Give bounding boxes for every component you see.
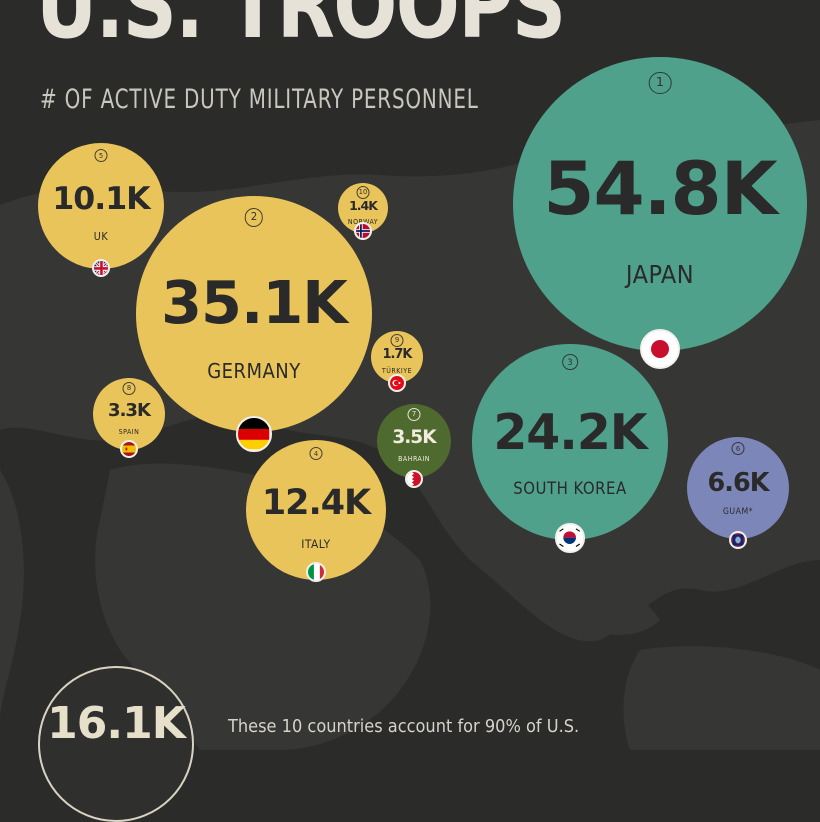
bubble-uk: 5 10.1K UK	[37, 142, 165, 270]
country-label: JAPAN	[625, 259, 695, 289]
rank-badge: 4	[309, 447, 323, 461]
footnote-text: These 10 countries account for 90% of U.…	[228, 716, 580, 737]
rank-badge: 9	[390, 333, 404, 347]
rank-badge: 6	[731, 442, 745, 456]
rank-badge: 8	[122, 381, 136, 395]
bubble-italy: 4 12.4K ITALY	[246, 440, 386, 580]
troop-count-label: 35.1K	[161, 268, 348, 338]
country-label: SPAIN	[118, 427, 140, 436]
bahrain-flag-icon	[405, 470, 423, 488]
page-subtitle: # OF ACTIVE DUTY MILITARY PERSONNEL	[40, 84, 479, 115]
country-label: UK	[93, 229, 109, 243]
troop-count-label: 3.3K	[108, 399, 151, 421]
troop-count-label: 1.4K	[349, 198, 378, 214]
rank-badge: 10	[356, 185, 370, 199]
total-value: 16.1K	[47, 698, 186, 749]
bubble-spain: 8 3.3K SPAIN	[92, 377, 166, 451]
landmass-australia	[623, 646, 820, 750]
rank-badge: 2	[244, 208, 264, 227]
country-label: NORWAY	[338, 218, 388, 226]
troop-count-label: 12.4K	[261, 482, 371, 523]
germany-flag-icon	[236, 416, 272, 452]
bubble-bahrain: 7 3.5K BAHRAIN	[376, 403, 452, 479]
landmass-americas	[0, 470, 24, 720]
italy-flag-icon	[305, 561, 327, 583]
bubble-guam: 6 6.6K GUAM*	[686, 436, 789, 539]
troop-count-label: 6.6K	[707, 468, 770, 499]
country-label: SOUTH KOREA	[513, 479, 627, 499]
guam-flag-icon	[729, 531, 747, 549]
country-label: GUAM*	[722, 507, 754, 518]
page-title: U.S. TROOPS	[36, 0, 566, 59]
total-bubble: 16.1K	[38, 666, 194, 822]
rank-badge: 1	[648, 71, 672, 95]
spain-flag-icon	[120, 440, 138, 458]
norway-flag-icon	[354, 222, 372, 240]
country-label: ITALY	[301, 536, 331, 551]
troop-count-label: 10.1K	[52, 181, 150, 218]
landmass-southeast-asia	[560, 560, 660, 635]
bubble-south-korea: 3 24.2K SOUTH KOREA	[472, 344, 668, 540]
troop-count-label: 24.2K	[493, 403, 647, 461]
country-label: BAHRAIN	[398, 455, 430, 464]
country-label: TÜRKIYE	[381, 366, 413, 375]
japan-flag-icon	[640, 329, 680, 369]
bubble-japan: 1 54.8K JAPAN	[513, 57, 807, 351]
bubble-germany: 2 35.1K GERMANY	[136, 196, 372, 432]
uk-flag-icon	[91, 258, 111, 278]
troop-count-label: 1.7K	[382, 346, 413, 362]
rank-badge: 5	[94, 149, 108, 163]
country-label: GERMANY	[207, 358, 301, 383]
turkiye-flag-icon	[388, 374, 406, 392]
southkorea-flag-icon	[555, 523, 585, 553]
troop-count-label: 3.5K	[392, 426, 436, 448]
troop-count-label: 54.8K	[543, 146, 777, 232]
rank-badge: 3	[562, 354, 578, 370]
rank-badge: 7	[407, 407, 421, 421]
